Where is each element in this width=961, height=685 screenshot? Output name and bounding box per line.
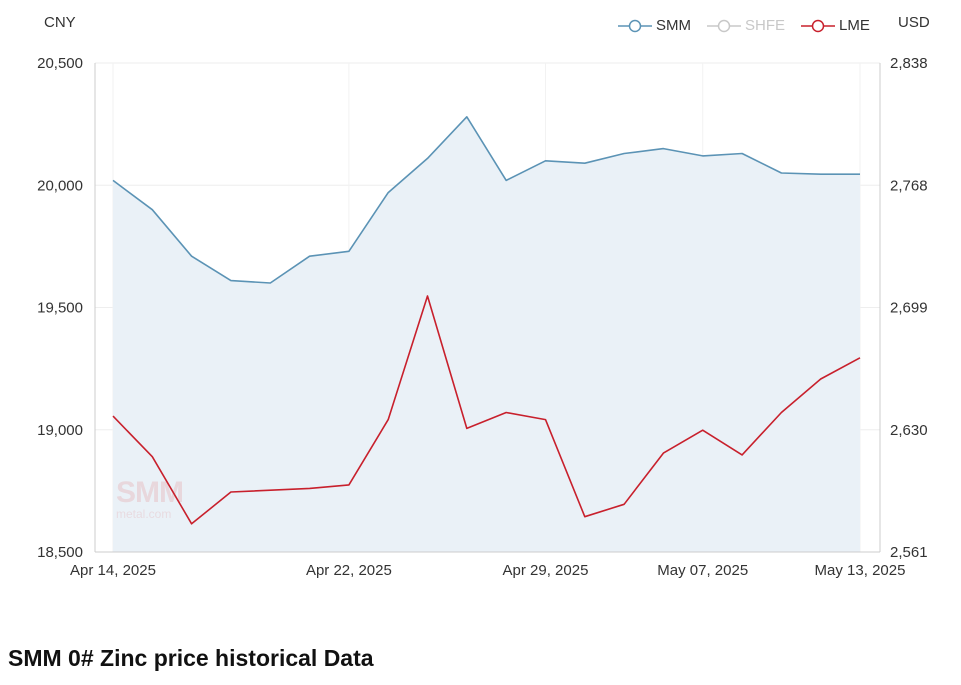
series-line-smm	[112, 116, 860, 284]
x-tick-label: Apr 29, 2025	[503, 562, 589, 579]
legend-lme-marker-icon	[801, 19, 836, 32]
legend-shfe-marker-icon	[707, 19, 741, 32]
left-axis-unit: CNY	[44, 14, 76, 31]
y-right-tick-label: 2,838	[890, 55, 928, 72]
legend-label-smm: SMM	[656, 17, 691, 34]
y-right-tick-label: 2,699	[890, 300, 928, 317]
y-right-tick-label: 2,561	[890, 544, 928, 561]
page-title: SMM 0# Zinc price historical Data	[8, 645, 374, 671]
y-left-tick-label: 18,500	[37, 544, 83, 561]
legend-item-smm[interactable]: SMM	[618, 17, 691, 34]
x-tick-label: Apr 14, 2025	[70, 562, 156, 579]
y-left-tick-label: 20,500	[37, 55, 83, 72]
price-chart: 18,500 2,561 19,000 2,630 19,500 2,699 20,000 2…	[37, 55, 927, 579]
legend-label-shfe: SHFE	[745, 17, 786, 34]
x-tick-label: Apr 22, 2025	[306, 562, 392, 579]
legend-smm-marker-icon	[618, 19, 652, 32]
smm-area	[113, 116, 860, 553]
axes: 18,500 2,561 19,000 2,630 19,500 2,699 20,000 2…	[37, 55, 927, 579]
x-tick-label: May 07, 2025	[657, 562, 748, 579]
legend-label-lme: LME	[839, 17, 870, 34]
series-area-smm	[113, 116, 860, 553]
y-left-tick-label: 19,000	[37, 422, 83, 439]
y-left-tick-label: 19,500	[37, 300, 83, 317]
right-axis-unit: USD	[898, 14, 930, 31]
series-lines	[112, 116, 861, 525]
x-tick-label: May 13, 2025	[815, 562, 906, 579]
y-right-tick-label: 2,630	[890, 422, 928, 439]
watermark-logo: SMM metal.com	[116, 476, 184, 521]
y-left-tick-label: 20,000	[37, 177, 83, 194]
chart-legend: SMM SHFE LME	[618, 17, 870, 34]
legend-item-lme[interactable]: LME	[801, 17, 870, 34]
series-line-lme	[112, 295, 861, 525]
y-right-tick-label: 2,768	[890, 177, 928, 194]
legend-item-shfe[interactable]: SHFE	[707, 17, 785, 34]
